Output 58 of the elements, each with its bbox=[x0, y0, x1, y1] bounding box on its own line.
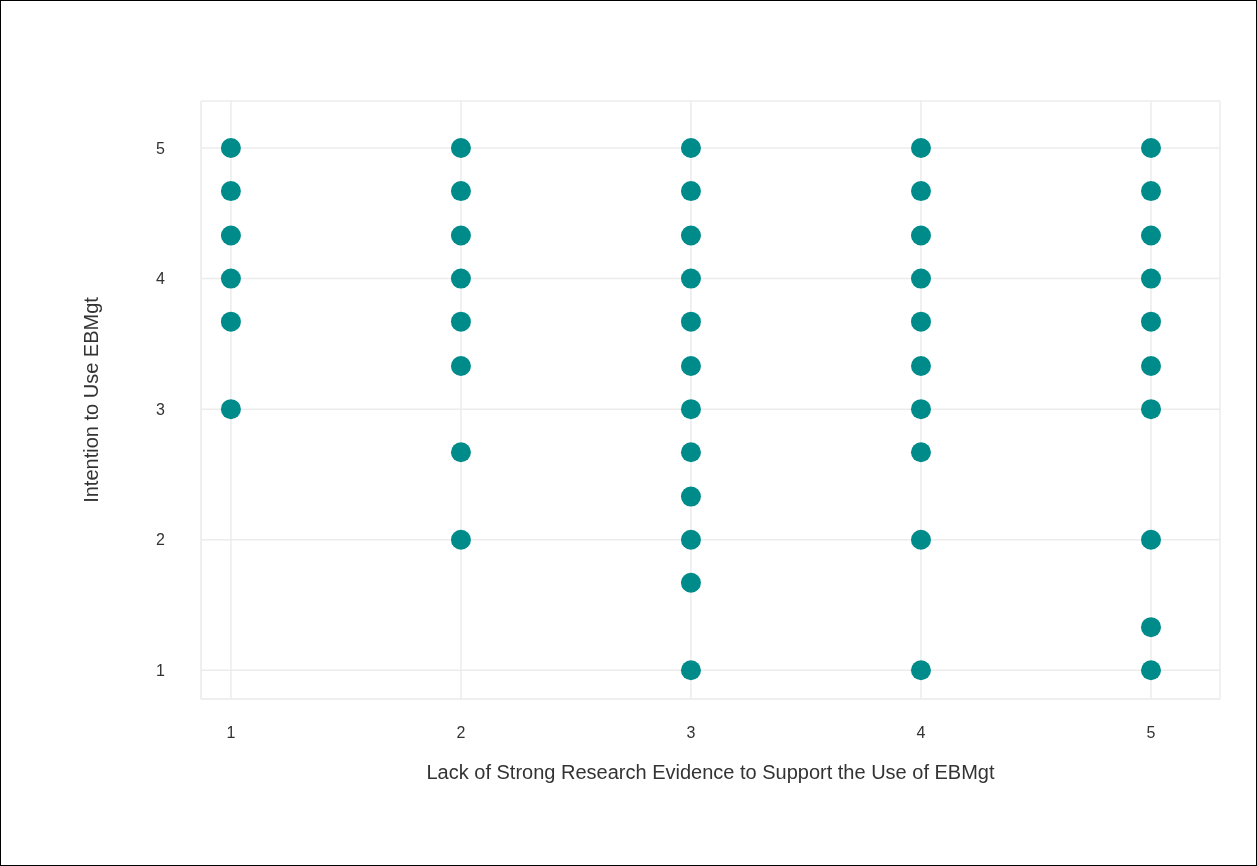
point bbox=[910, 529, 931, 550]
point bbox=[910, 225, 931, 246]
point bbox=[910, 181, 931, 202]
point bbox=[450, 442, 471, 463]
x-tick-label: 5 bbox=[1146, 724, 1156, 742]
point bbox=[450, 529, 471, 550]
point bbox=[910, 660, 931, 681]
point bbox=[680, 356, 701, 377]
x-axis-title: Lack of Strong Research Evidence to Support the Use of EBMgt bbox=[426, 761, 995, 783]
point bbox=[1140, 617, 1161, 638]
y-axis-title: Intention to Use EBMgt bbox=[80, 296, 103, 503]
point bbox=[910, 268, 931, 289]
x-tick-label: 4 bbox=[916, 724, 926, 742]
point bbox=[910, 311, 931, 332]
point bbox=[1140, 311, 1161, 332]
x-tick-label: 2 bbox=[456, 724, 466, 742]
point bbox=[910, 442, 931, 463]
point bbox=[680, 660, 701, 681]
point bbox=[680, 486, 701, 507]
y-tick-label: 3 bbox=[156, 400, 166, 418]
y-tick-label: 1 bbox=[156, 661, 166, 679]
point bbox=[680, 529, 701, 550]
y-tick-label: 4 bbox=[156, 270, 166, 288]
x-tick-label: 1 bbox=[226, 724, 236, 742]
x-tick-label: 3 bbox=[686, 724, 696, 742]
point bbox=[680, 138, 701, 158]
point bbox=[220, 138, 241, 158]
point bbox=[1140, 268, 1161, 289]
point bbox=[1140, 225, 1161, 246]
point bbox=[910, 356, 931, 377]
point bbox=[220, 399, 241, 420]
point bbox=[450, 311, 471, 332]
y-tick-label: 2 bbox=[156, 531, 166, 549]
point bbox=[910, 138, 931, 158]
point bbox=[450, 181, 471, 202]
point bbox=[680, 268, 701, 289]
point bbox=[680, 572, 701, 593]
point bbox=[220, 268, 241, 289]
point bbox=[680, 311, 701, 332]
y-tick-label: 5 bbox=[156, 139, 166, 157]
point bbox=[450, 138, 471, 158]
point bbox=[1140, 356, 1161, 377]
point bbox=[680, 399, 701, 420]
point bbox=[1140, 399, 1161, 420]
point bbox=[680, 225, 701, 246]
point bbox=[1140, 529, 1161, 550]
point bbox=[450, 268, 471, 289]
point bbox=[680, 181, 701, 202]
point bbox=[220, 225, 241, 246]
point bbox=[1140, 138, 1161, 158]
point bbox=[1140, 181, 1161, 202]
point bbox=[1140, 660, 1161, 681]
point bbox=[680, 442, 701, 463]
point bbox=[450, 225, 471, 246]
point bbox=[220, 181, 241, 202]
point bbox=[220, 311, 241, 332]
point bbox=[450, 356, 471, 377]
point bbox=[910, 399, 931, 420]
